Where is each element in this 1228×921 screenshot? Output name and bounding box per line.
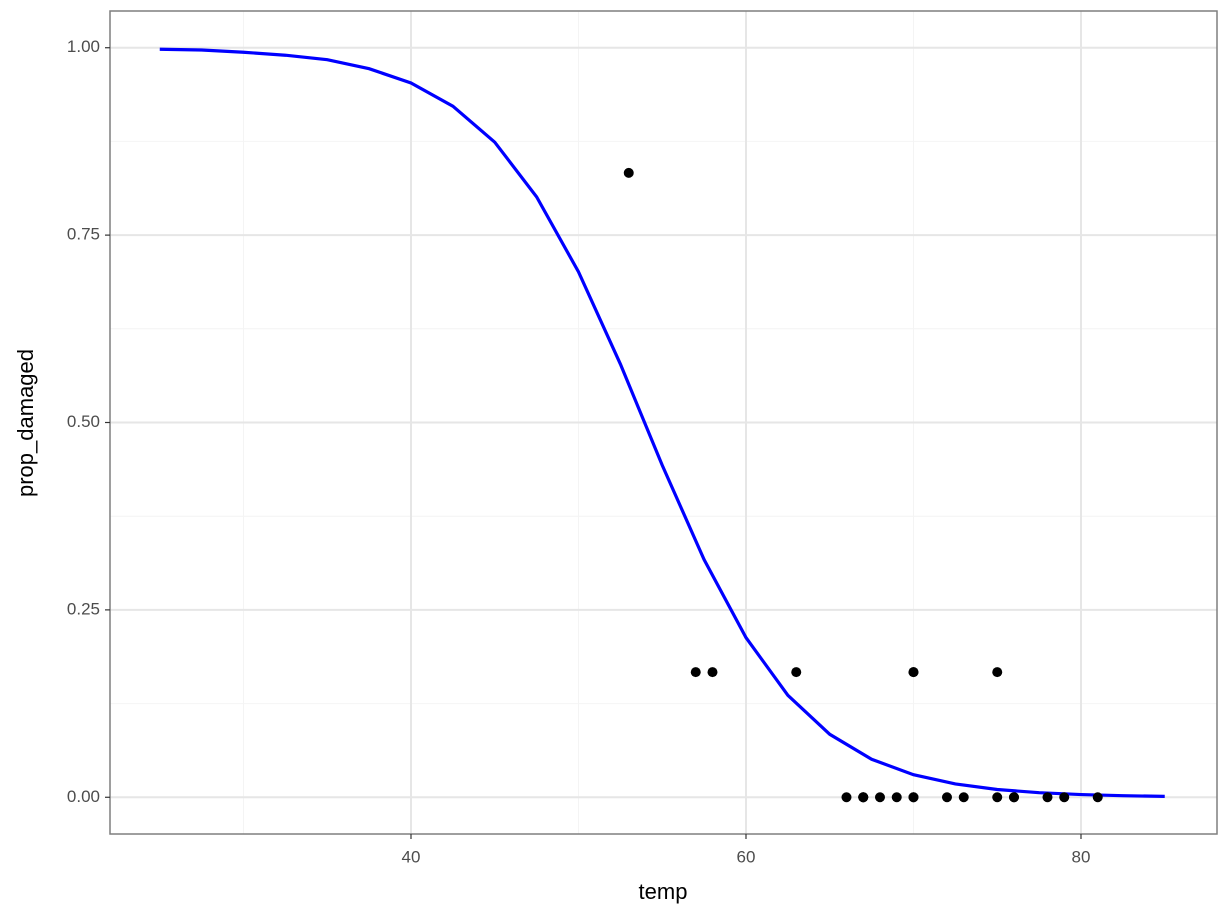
x-tick-label: 60 xyxy=(737,847,756,866)
data-point xyxy=(690,667,701,678)
data-point xyxy=(992,792,1003,803)
data-point xyxy=(791,667,802,678)
x-axis-title: temp xyxy=(639,879,688,904)
data-point xyxy=(1042,792,1053,803)
y-axis-title: prop_damaged xyxy=(13,349,38,497)
data-point xyxy=(1092,792,1103,803)
data-point xyxy=(941,792,952,803)
y-tick-label: 1.00 xyxy=(67,37,100,56)
data-point xyxy=(623,167,634,178)
data-point xyxy=(841,792,852,803)
data-point xyxy=(891,792,902,803)
fit-curve xyxy=(159,47,1165,798)
data-point xyxy=(707,667,718,678)
y-tick-label: 0.25 xyxy=(67,599,100,618)
data-point xyxy=(1059,792,1070,803)
x-tick-label: 40 xyxy=(402,847,421,866)
y-tick-label: 0.00 xyxy=(67,787,100,806)
data-point xyxy=(1008,792,1019,803)
data-point xyxy=(908,667,919,678)
x-tick-label: 80 xyxy=(1072,847,1091,866)
marks xyxy=(159,47,1165,803)
data-point xyxy=(992,667,1003,678)
data-point xyxy=(858,792,869,803)
y-tick-label: 0.75 xyxy=(67,225,100,244)
data-point xyxy=(958,792,969,803)
grid xyxy=(110,11,1217,834)
data-point xyxy=(908,792,919,803)
y-tick-label: 0.50 xyxy=(67,412,100,431)
data-point xyxy=(874,792,885,803)
